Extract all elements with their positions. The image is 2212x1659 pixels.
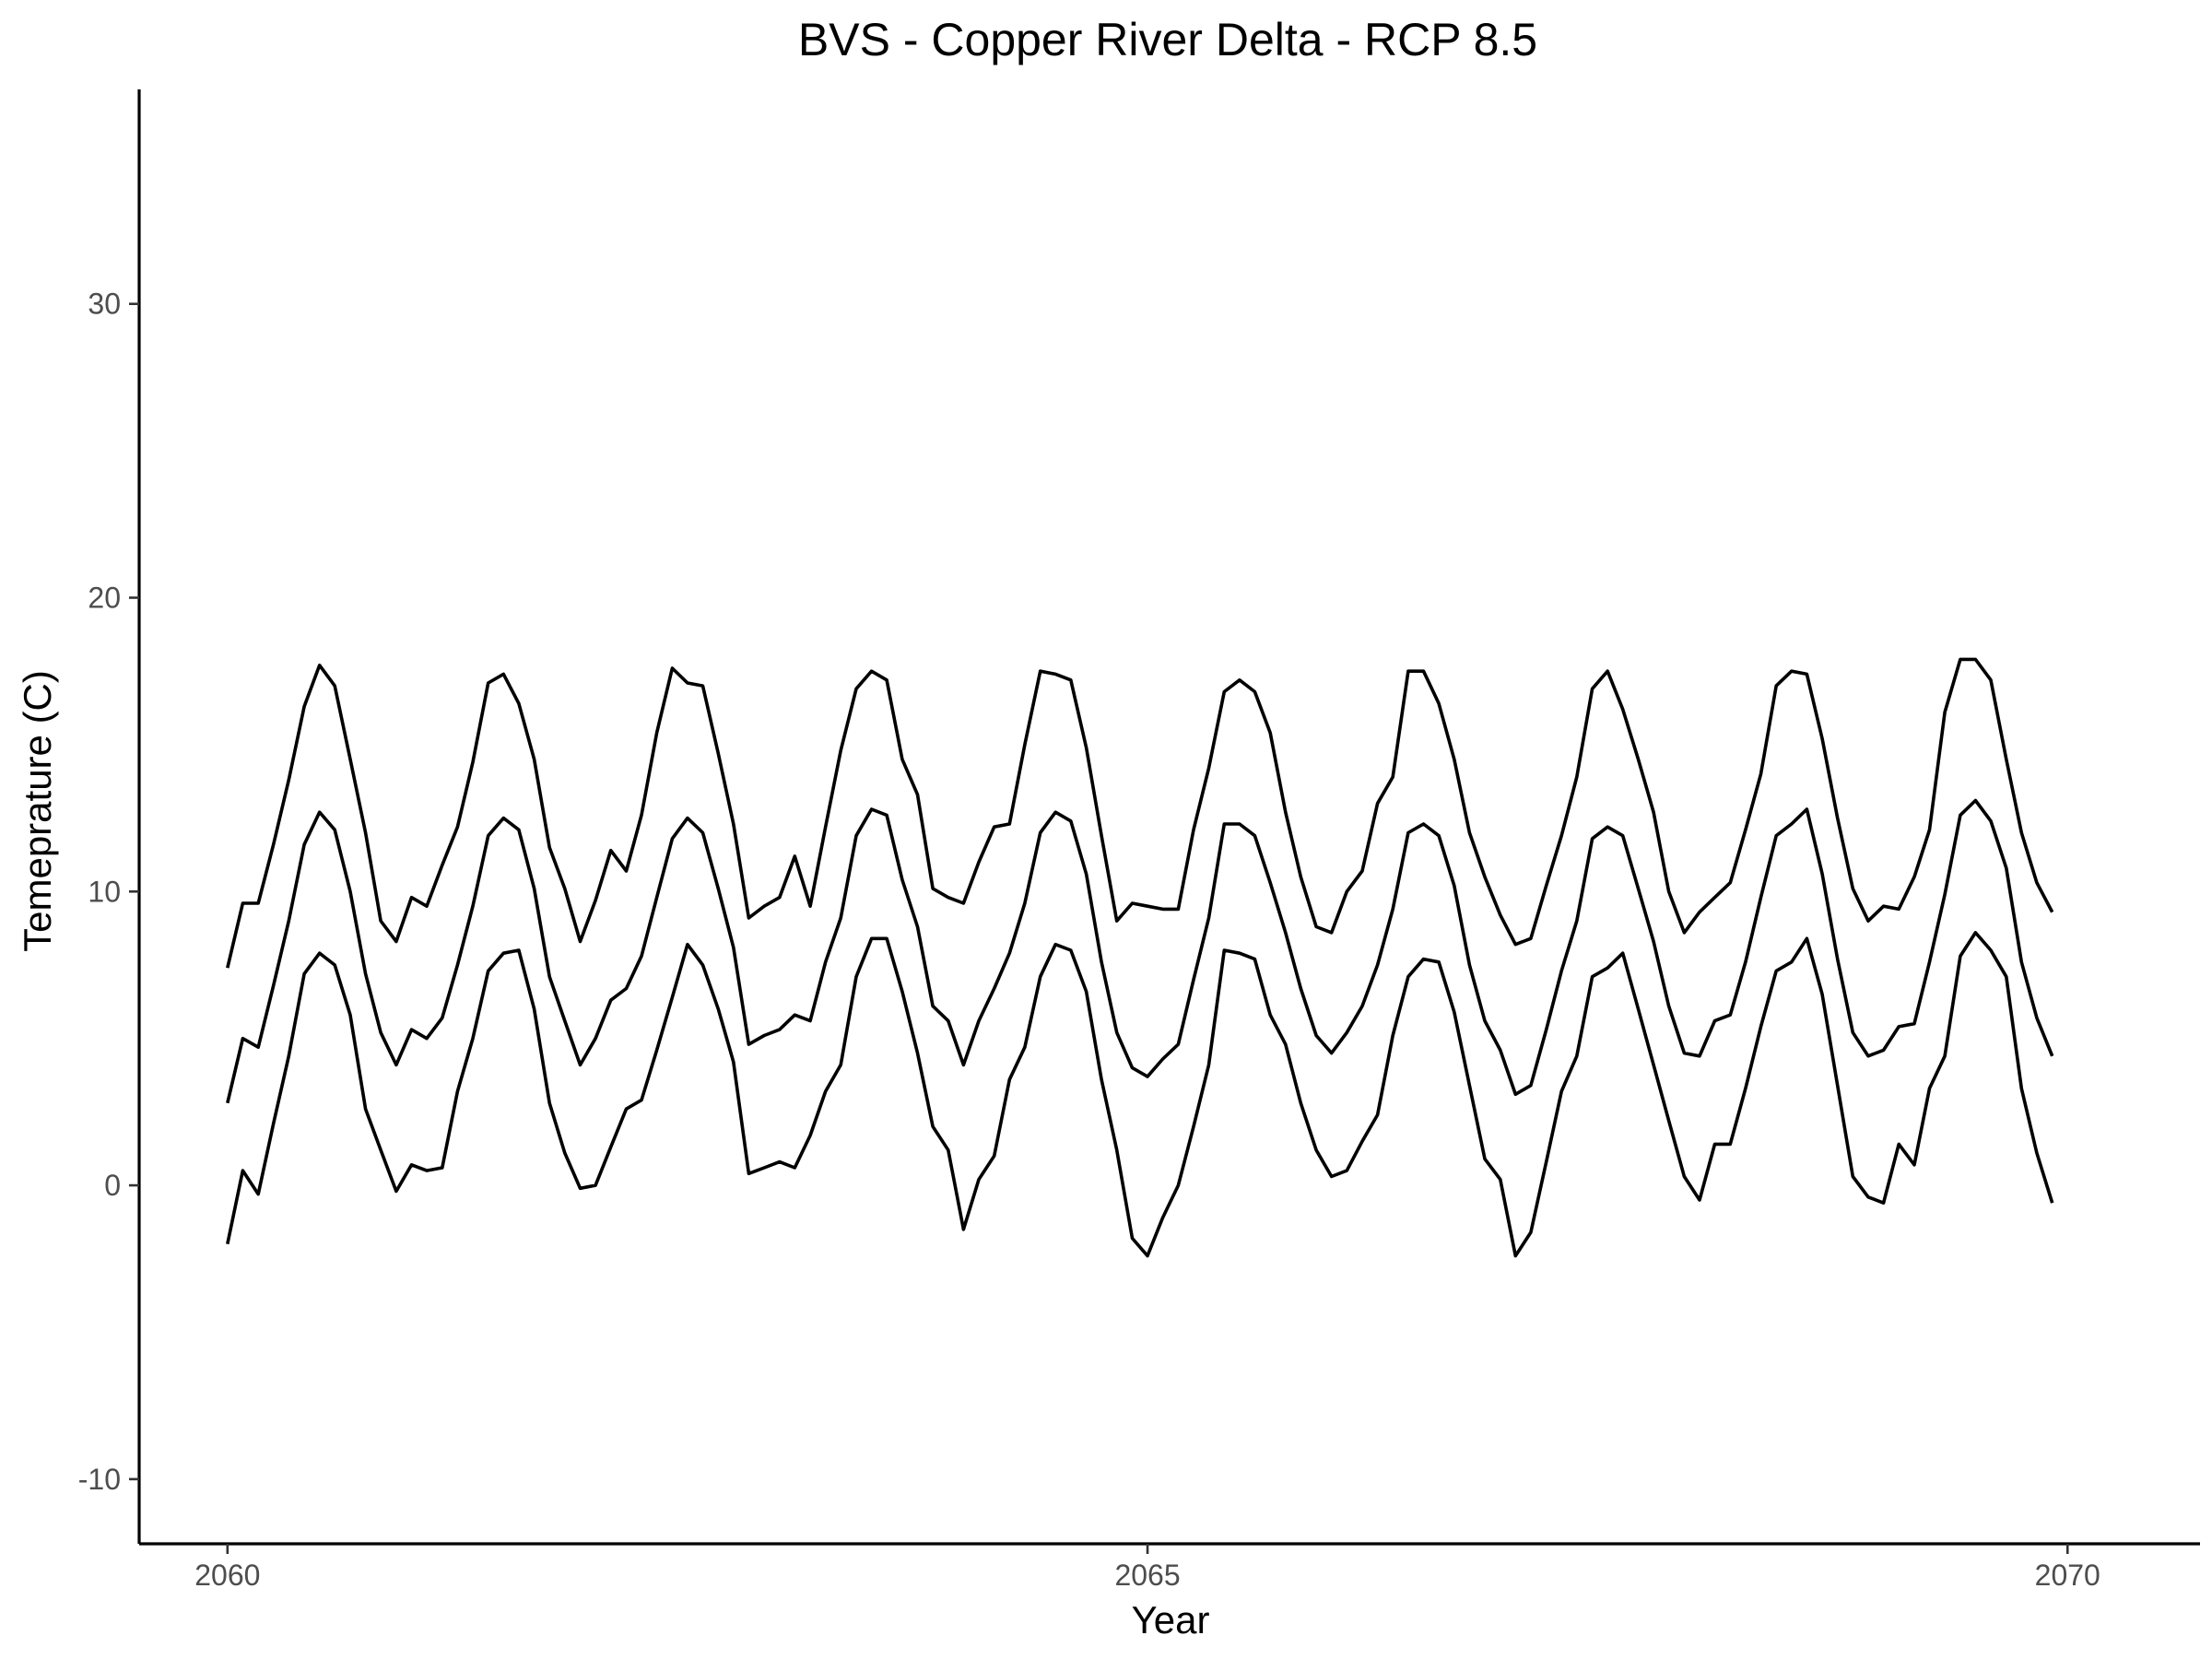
series-layer bbox=[226, 657, 2054, 1258]
y-tick-label: 0 bbox=[104, 1169, 121, 1202]
series-line-1 bbox=[226, 657, 2054, 969]
ticks: -10 0 10 20 30 2060 2065 2070 bbox=[78, 288, 2100, 1592]
chart-title: BVS - Copper River Delta - RCP 8.5 bbox=[798, 14, 1537, 65]
y-tick-label: 30 bbox=[88, 288, 121, 321]
x-tick-label: 2060 bbox=[194, 1559, 260, 1592]
series-line-2 bbox=[226, 798, 2054, 1104]
y-axis-label: Temeprature (C) bbox=[16, 670, 59, 952]
x-tick-label: 2070 bbox=[2035, 1559, 2100, 1592]
series-line-3 bbox=[226, 931, 2054, 1258]
y-tick-label: 20 bbox=[88, 582, 121, 615]
y-tick-label: 10 bbox=[88, 875, 121, 908]
x-axis-label: Year bbox=[1132, 1598, 1210, 1641]
y-tick-label: -10 bbox=[78, 1463, 121, 1496]
axes bbox=[137, 89, 2200, 1546]
x-tick-label: 2065 bbox=[1114, 1559, 1180, 1592]
